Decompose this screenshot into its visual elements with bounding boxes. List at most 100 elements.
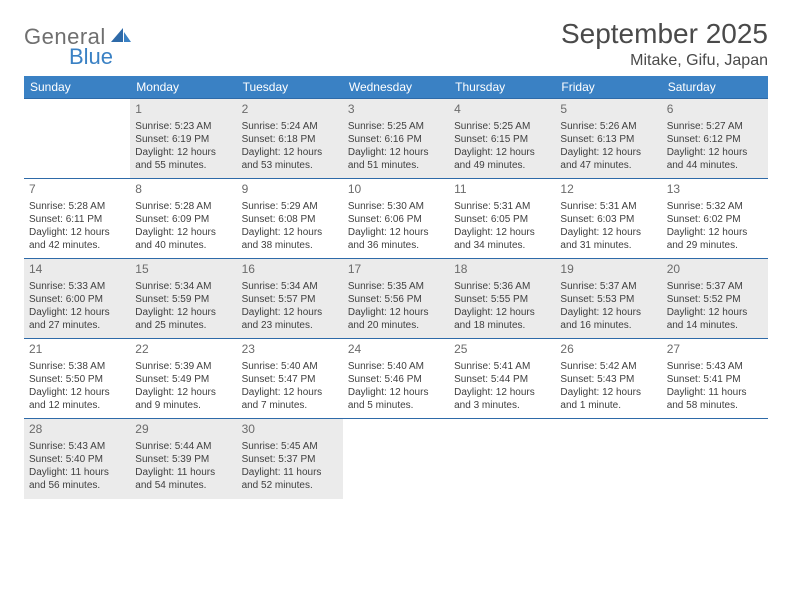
calendar-cell — [662, 419, 768, 499]
daylight2-text: and 27 minutes. — [29, 319, 125, 332]
calendar-cell: 11Sunrise: 5:31 AMSunset: 6:05 PMDayligh… — [449, 179, 555, 259]
calendar-cell: 14Sunrise: 5:33 AMSunset: 6:00 PMDayligh… — [24, 259, 130, 339]
daylight1-text: Daylight: 12 hours — [29, 306, 125, 319]
calendar-cell: 19Sunrise: 5:37 AMSunset: 5:53 PMDayligh… — [555, 259, 661, 339]
calendar-cell: 7Sunrise: 5:28 AMSunset: 6:11 PMDaylight… — [24, 179, 130, 259]
location: Mitake, Gifu, Japan — [561, 52, 768, 70]
calendar-week-row: 28Sunrise: 5:43 AMSunset: 5:40 PMDayligh… — [24, 419, 768, 499]
sunrise-text: Sunrise: 5:44 AM — [135, 440, 231, 453]
sunrise-text: Sunrise: 5:45 AM — [242, 440, 338, 453]
day-number: 8 — [135, 182, 231, 198]
daylight2-text: and 7 minutes. — [242, 399, 338, 412]
sunrise-text: Sunrise: 5:36 AM — [454, 280, 550, 293]
calendar-cell: 25Sunrise: 5:41 AMSunset: 5:44 PMDayligh… — [449, 339, 555, 419]
day-number: 12 — [560, 182, 656, 198]
logo-sail-icon — [111, 28, 131, 49]
sunrise-text: Sunrise: 5:35 AM — [348, 280, 444, 293]
calendar-cell — [343, 419, 449, 499]
sunset-text: Sunset: 6:12 PM — [667, 133, 763, 146]
day-number: 6 — [667, 102, 763, 118]
sunrise-text: Sunrise: 5:37 AM — [667, 280, 763, 293]
sunrise-text: Sunrise: 5:40 AM — [242, 360, 338, 373]
calendar-cell: 27Sunrise: 5:43 AMSunset: 5:41 PMDayligh… — [662, 339, 768, 419]
calendar-cell: 29Sunrise: 5:44 AMSunset: 5:39 PMDayligh… — [130, 419, 236, 499]
sunset-text: Sunset: 6:08 PM — [242, 213, 338, 226]
calendar-cell: 4Sunrise: 5:25 AMSunset: 6:15 PMDaylight… — [449, 99, 555, 179]
sunset-text: Sunset: 6:15 PM — [454, 133, 550, 146]
day-number: 5 — [560, 102, 656, 118]
calendar-cell: 2Sunrise: 5:24 AMSunset: 6:18 PMDaylight… — [237, 99, 343, 179]
weekday-header: Monday — [130, 76, 236, 99]
daylight2-text: and 34 minutes. — [454, 239, 550, 252]
weekday-header: Thursday — [449, 76, 555, 99]
sunrise-text: Sunrise: 5:28 AM — [135, 200, 231, 213]
sunrise-text: Sunrise: 5:41 AM — [454, 360, 550, 373]
calendar-week-row: 21Sunrise: 5:38 AMSunset: 5:50 PMDayligh… — [24, 339, 768, 419]
day-number: 3 — [348, 102, 444, 118]
calendar-cell: 22Sunrise: 5:39 AMSunset: 5:49 PMDayligh… — [130, 339, 236, 419]
sunset-text: Sunset: 6:03 PM — [560, 213, 656, 226]
sunrise-text: Sunrise: 5:31 AM — [454, 200, 550, 213]
calendar-cell: 15Sunrise: 5:34 AMSunset: 5:59 PMDayligh… — [130, 259, 236, 339]
sunrise-text: Sunrise: 5:25 AM — [348, 120, 444, 133]
daylight2-text: and 58 minutes. — [667, 399, 763, 412]
sunrise-text: Sunrise: 5:37 AM — [560, 280, 656, 293]
day-number: 17 — [348, 262, 444, 278]
day-number: 1 — [135, 102, 231, 118]
daylight2-text: and 44 minutes. — [667, 159, 763, 172]
day-number: 28 — [29, 422, 125, 438]
daylight2-text: and 52 minutes. — [242, 479, 338, 492]
sunset-text: Sunset: 5:59 PM — [135, 293, 231, 306]
daylight1-text: Daylight: 12 hours — [667, 306, 763, 319]
sunrise-text: Sunrise: 5:31 AM — [560, 200, 656, 213]
calendar-cell: 16Sunrise: 5:34 AMSunset: 5:57 PMDayligh… — [237, 259, 343, 339]
sunrise-text: Sunrise: 5:25 AM — [454, 120, 550, 133]
calendar-table: SundayMondayTuesdayWednesdayThursdayFrid… — [24, 76, 768, 499]
sunrise-text: Sunrise: 5:29 AM — [242, 200, 338, 213]
calendar-cell — [449, 419, 555, 499]
daylight1-text: Daylight: 11 hours — [135, 466, 231, 479]
calendar-cell: 3 Sunrise: 5:25 AMSunset: 6:16 PMDaylight… — [343, 99, 449, 179]
daylight2-text: and 16 minutes. — [560, 319, 656, 332]
daylight1-text: Daylight: 12 hours — [454, 386, 550, 399]
day-number: 21 — [29, 342, 125, 358]
daylight1-text: Daylight: 12 hours — [348, 306, 444, 319]
daylight1-text: Daylight: 12 hours — [348, 226, 444, 239]
daylight1-text: Daylight: 12 hours — [454, 306, 550, 319]
daylight2-text: and 47 minutes. — [560, 159, 656, 172]
sunset-text: Sunset: 5:44 PM — [454, 373, 550, 386]
calendar-cell: 8Sunrise: 5:28 AMSunset: 6:09 PMDaylight… — [130, 179, 236, 259]
calendar-cell: 9Sunrise: 5:29 AMSunset: 6:08 PMDaylight… — [237, 179, 343, 259]
daylight2-text: and 14 minutes. — [667, 319, 763, 332]
daylight2-text: and 51 minutes. — [348, 159, 444, 172]
sunrise-text: Sunrise: 5:34 AM — [135, 280, 231, 293]
daylight1-text: Daylight: 12 hours — [348, 146, 444, 159]
calendar-header-row: SundayMondayTuesdayWednesdayThursdayFrid… — [24, 76, 768, 99]
daylight1-text: Daylight: 12 hours — [454, 146, 550, 159]
daylight2-text: and 25 minutes. — [135, 319, 231, 332]
daylight1-text: Daylight: 12 hours — [29, 386, 125, 399]
daylight1-text: Daylight: 11 hours — [667, 386, 763, 399]
daylight1-text: Daylight: 12 hours — [560, 306, 656, 319]
calendar-week-row: 1Sunrise: 5:23 AMSunset: 6:19 PMDaylight… — [24, 99, 768, 179]
sunrise-text: Sunrise: 5:43 AM — [667, 360, 763, 373]
sunset-text: Sunset: 6:06 PM — [348, 213, 444, 226]
sunrise-text: Sunrise: 5:39 AM — [135, 360, 231, 373]
daylight1-text: Daylight: 12 hours — [560, 386, 656, 399]
calendar-cell: 28Sunrise: 5:43 AMSunset: 5:40 PMDayligh… — [24, 419, 130, 499]
day-number: 15 — [135, 262, 231, 278]
sunset-text: Sunset: 5:52 PM — [667, 293, 763, 306]
day-number: 11 — [454, 182, 550, 198]
sunset-text: Sunset: 5:56 PM — [348, 293, 444, 306]
sunset-text: Sunset: 5:47 PM — [242, 373, 338, 386]
sunrise-text: Sunrise: 5:30 AM — [348, 200, 444, 213]
sunset-text: Sunset: 6:16 PM — [348, 133, 444, 146]
calendar-cell: 24Sunrise: 5:40 AMSunset: 5:46 PMDayligh… — [343, 339, 449, 419]
daylight2-text: and 12 minutes. — [29, 399, 125, 412]
day-number: 10 — [348, 182, 444, 198]
daylight1-text: Daylight: 12 hours — [135, 386, 231, 399]
calendar-body: 1Sunrise: 5:23 AMSunset: 6:19 PMDaylight… — [24, 99, 768, 499]
day-number: 24 — [348, 342, 444, 358]
day-number: 19 — [560, 262, 656, 278]
sunset-text: Sunset: 5:43 PM — [560, 373, 656, 386]
